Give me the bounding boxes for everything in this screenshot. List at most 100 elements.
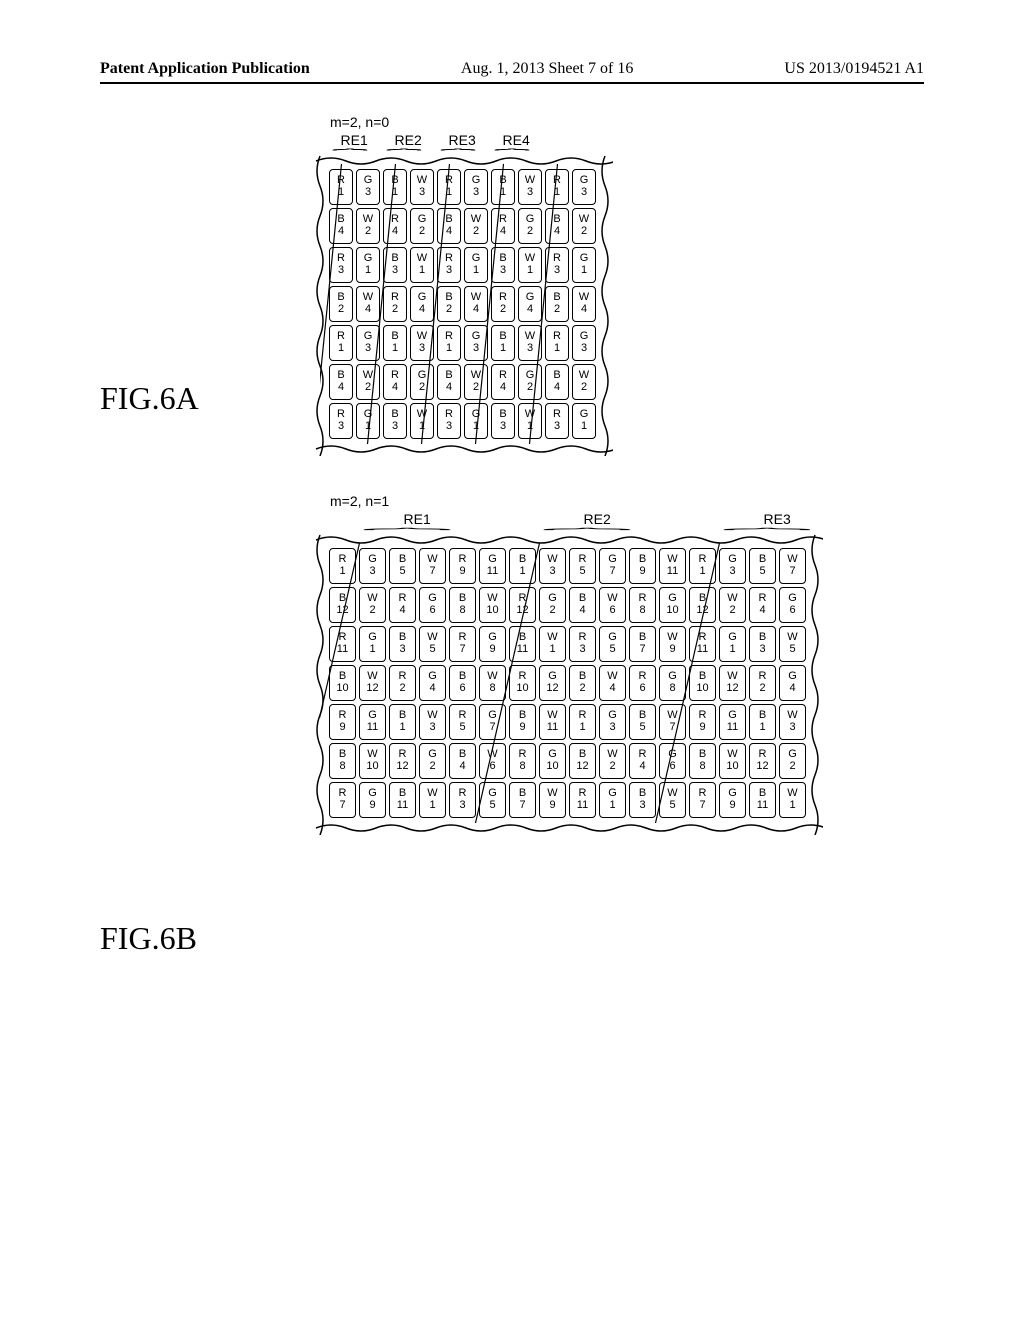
pixel-cell: B3 — [491, 403, 515, 439]
pixel-cell: R7 — [329, 782, 356, 818]
pixel-cell: R3 — [329, 247, 353, 283]
pixel-cell: R9 — [689, 704, 716, 740]
pixel-cell: G8 — [659, 665, 686, 701]
pixel-cell: R2 — [383, 286, 407, 322]
pixel-cell: R2 — [389, 665, 416, 701]
pixel-cell: R8 — [509, 743, 536, 779]
pixel-cell: B12 — [329, 587, 356, 623]
pixel-cell: W4 — [356, 286, 380, 322]
pixel-cell: R11 — [569, 782, 596, 818]
pixel-cell: R9 — [449, 548, 476, 584]
pixel-cell: R1 — [329, 169, 353, 205]
pixel-cell: R3 — [329, 403, 353, 439]
pixel-cell: B1 — [383, 169, 407, 205]
pixel-cell: B4 — [545, 364, 569, 400]
pixel-cell: G1 — [359, 626, 386, 662]
pixel-cell: W2 — [572, 208, 596, 244]
pixel-cell: R1 — [569, 704, 596, 740]
pixel-cell: W8 — [479, 665, 506, 701]
pixel-cell: G1 — [464, 403, 488, 439]
re-label: RE2 — [395, 132, 422, 148]
pixel-cell: W3 — [419, 704, 446, 740]
pixel-cell: R9 — [329, 704, 356, 740]
re-label: RE3 — [449, 132, 476, 148]
pixel-cell: W3 — [410, 169, 434, 205]
pixel-cell: G4 — [410, 286, 434, 322]
figure-label-6a: FIG.6A — [100, 380, 199, 417]
pixel-cell: G2 — [410, 208, 434, 244]
pixel-cell: W3 — [539, 548, 566, 584]
pixel-cell: B6 — [449, 665, 476, 701]
pixel-cell: B3 — [383, 403, 407, 439]
pixel-cell: W1 — [518, 403, 542, 439]
pixel-cell: G6 — [419, 587, 446, 623]
pixel-cell: R1 — [689, 548, 716, 584]
pixel-cell: W11 — [539, 704, 566, 740]
pixel-cell: W2 — [464, 364, 488, 400]
pixel-cell: W7 — [659, 704, 686, 740]
re-label: RE2 — [584, 511, 611, 527]
pixel-cell: B2 — [437, 286, 461, 322]
fig-a-params: m=2, n=0 — [330, 114, 924, 130]
pixel-cell: R2 — [749, 665, 776, 701]
pixel-cell: G2 — [419, 743, 446, 779]
pixel-cell: G2 — [539, 587, 566, 623]
pixel-cell: B1 — [491, 169, 515, 205]
pixel-cell: R1 — [437, 325, 461, 361]
pixel-cell: W6 — [599, 587, 626, 623]
pixel-cell: W10 — [479, 587, 506, 623]
pixel-cell: G7 — [479, 704, 506, 740]
pixel-cell: W12 — [359, 665, 386, 701]
pixel-cell: W4 — [599, 665, 626, 701]
pixel-cell: R8 — [629, 587, 656, 623]
pixel-cell: W11 — [659, 548, 686, 584]
pixel-cell: B4 — [449, 743, 476, 779]
pixel-cell: W5 — [419, 626, 446, 662]
pixel-cell: G3 — [359, 548, 386, 584]
pixel-cell: W4 — [572, 286, 596, 322]
figure-6b: m=2, n=1 RE1RE2RE3 ⏞⏞⏞ R1G3B5W7R9G11B1W3… — [320, 493, 924, 832]
pixel-cell: G10 — [539, 743, 566, 779]
page: Patent Application Publication Aug. 1, 2… — [0, 0, 1024, 1320]
fig-b-grid: R1G3B5W7R9G11B1W3R5G7B9W11R1G3B5W7B12W2R… — [326, 545, 809, 821]
pixel-cell: G2 — [779, 743, 806, 779]
pixel-cell: R11 — [329, 626, 356, 662]
pixel-cell: G3 — [719, 548, 746, 584]
pixel-cell: R1 — [545, 169, 569, 205]
pixel-cell: G3 — [464, 169, 488, 205]
fig-a-grid-wrap: R1G3B1W3R1G3B1W3R1G3B4W2R4G2B4W2R4G2B4W2… — [320, 160, 605, 448]
pixel-cell: G1 — [572, 403, 596, 439]
pixel-cell: W1 — [539, 626, 566, 662]
fig-a-grid: R1G3B1W3R1G3B1W3R1G3B4W2R4G2B4W2R4G2B4W2… — [326, 166, 599, 442]
pixel-cell: B3 — [749, 626, 776, 662]
pixel-cell: B12 — [689, 587, 716, 623]
pixel-cell: R2 — [491, 286, 515, 322]
fig-b-params: m=2, n=1 — [330, 493, 389, 509]
re-label: RE3 — [764, 511, 791, 527]
pixel-cell: B3 — [389, 626, 416, 662]
pixel-cell: G5 — [599, 626, 626, 662]
pixel-cell: G2 — [410, 364, 434, 400]
pixel-cell: G11 — [359, 704, 386, 740]
pixel-cell: G1 — [464, 247, 488, 283]
pixel-cell: G3 — [464, 325, 488, 361]
pixel-cell: W9 — [539, 782, 566, 818]
pixel-cell: B8 — [689, 743, 716, 779]
pixel-cell: G1 — [356, 247, 380, 283]
pixel-cell: R4 — [629, 743, 656, 779]
pixel-cell: W2 — [356, 208, 380, 244]
pixel-cell: R5 — [569, 548, 596, 584]
pixel-cell: B5 — [389, 548, 416, 584]
re-label: RE1 — [404, 511, 431, 527]
pixel-cell: B5 — [629, 704, 656, 740]
pixel-cell: G3 — [356, 325, 380, 361]
pixel-cell: R5 — [449, 704, 476, 740]
pixel-cell: B4 — [437, 208, 461, 244]
figure-6a: m=2, n=0 RE1RE2RE3RE4 ⏞⏞⏞⏞ R1G3B1W3R1G3B… — [320, 114, 924, 453]
pixel-cell: R7 — [689, 782, 716, 818]
pixel-cell: G3 — [572, 169, 596, 205]
pixel-cell: G7 — [599, 548, 626, 584]
pixel-cell: W5 — [659, 782, 686, 818]
pixel-cell: R1 — [437, 169, 461, 205]
pixel-cell: W6 — [479, 743, 506, 779]
